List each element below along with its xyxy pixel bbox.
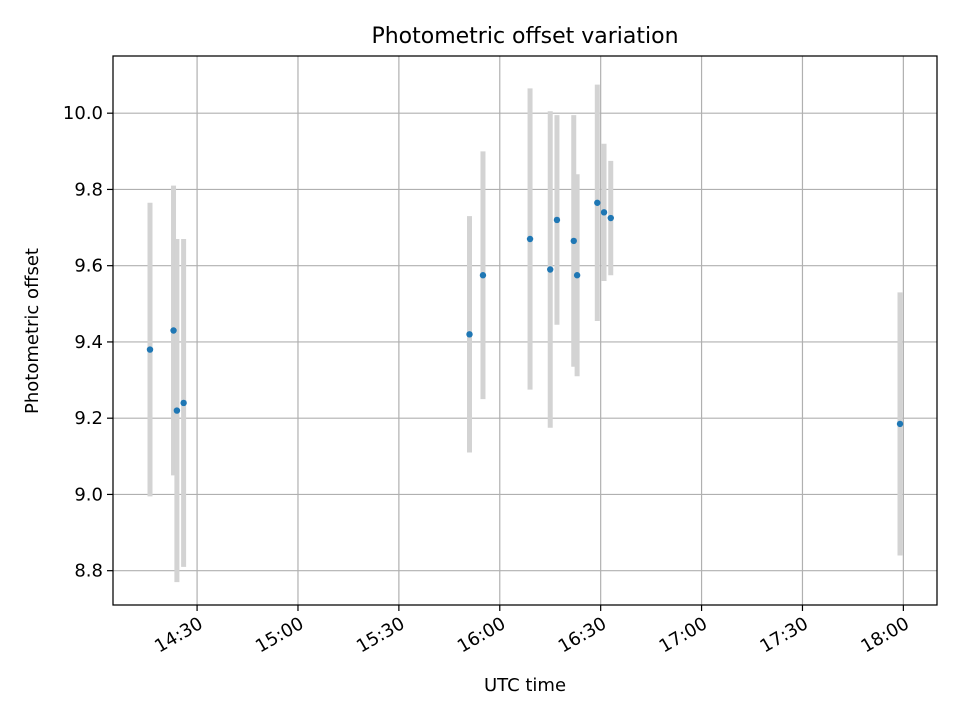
data-point — [547, 266, 554, 273]
data-point — [607, 214, 614, 222]
y-axis: 8.8 9.0 9.2 9.4 9.6 9.8 10.0 — [63, 103, 113, 582]
x-axis-label: UTC time — [484, 675, 566, 696]
data-point — [146, 346, 154, 353]
data-point — [479, 272, 487, 279]
y-tick-label: 8.8 — [74, 561, 103, 582]
data-point — [594, 199, 601, 206]
data-point — [600, 209, 608, 216]
y-tick-label: 9.8 — [74, 179, 103, 200]
data-point — [466, 331, 473, 338]
data-points — [146, 199, 904, 428]
y-tick-label: 10.0 — [63, 103, 103, 124]
chart-title: Photometric offset variation — [371, 24, 678, 49]
y-tick-label: 9.4 — [74, 332, 103, 353]
data-point — [180, 399, 187, 407]
data-point — [170, 327, 177, 334]
y-tick-label: 9.0 — [74, 484, 103, 505]
data-point — [896, 420, 904, 428]
y-axis-label: Photometric offset — [22, 248, 43, 414]
data-point — [573, 272, 581, 279]
grid — [113, 56, 937, 605]
data-point — [526, 235, 534, 243]
data-point — [570, 237, 577, 245]
y-tick-label: 9.6 — [74, 256, 103, 277]
y-tick-label: 9.2 — [74, 408, 103, 429]
data-point — [553, 216, 561, 224]
data-point — [173, 407, 181, 414]
plot-frame — [112, 55, 938, 606]
